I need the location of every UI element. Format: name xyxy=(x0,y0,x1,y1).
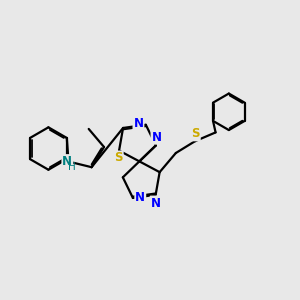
Text: N: N xyxy=(62,155,72,168)
Text: N: N xyxy=(151,196,161,209)
Text: H: H xyxy=(68,163,76,172)
Text: N: N xyxy=(134,117,143,130)
Text: S: S xyxy=(114,152,123,164)
Text: N: N xyxy=(152,131,161,144)
Text: N: N xyxy=(135,191,145,204)
Text: S: S xyxy=(191,128,200,140)
